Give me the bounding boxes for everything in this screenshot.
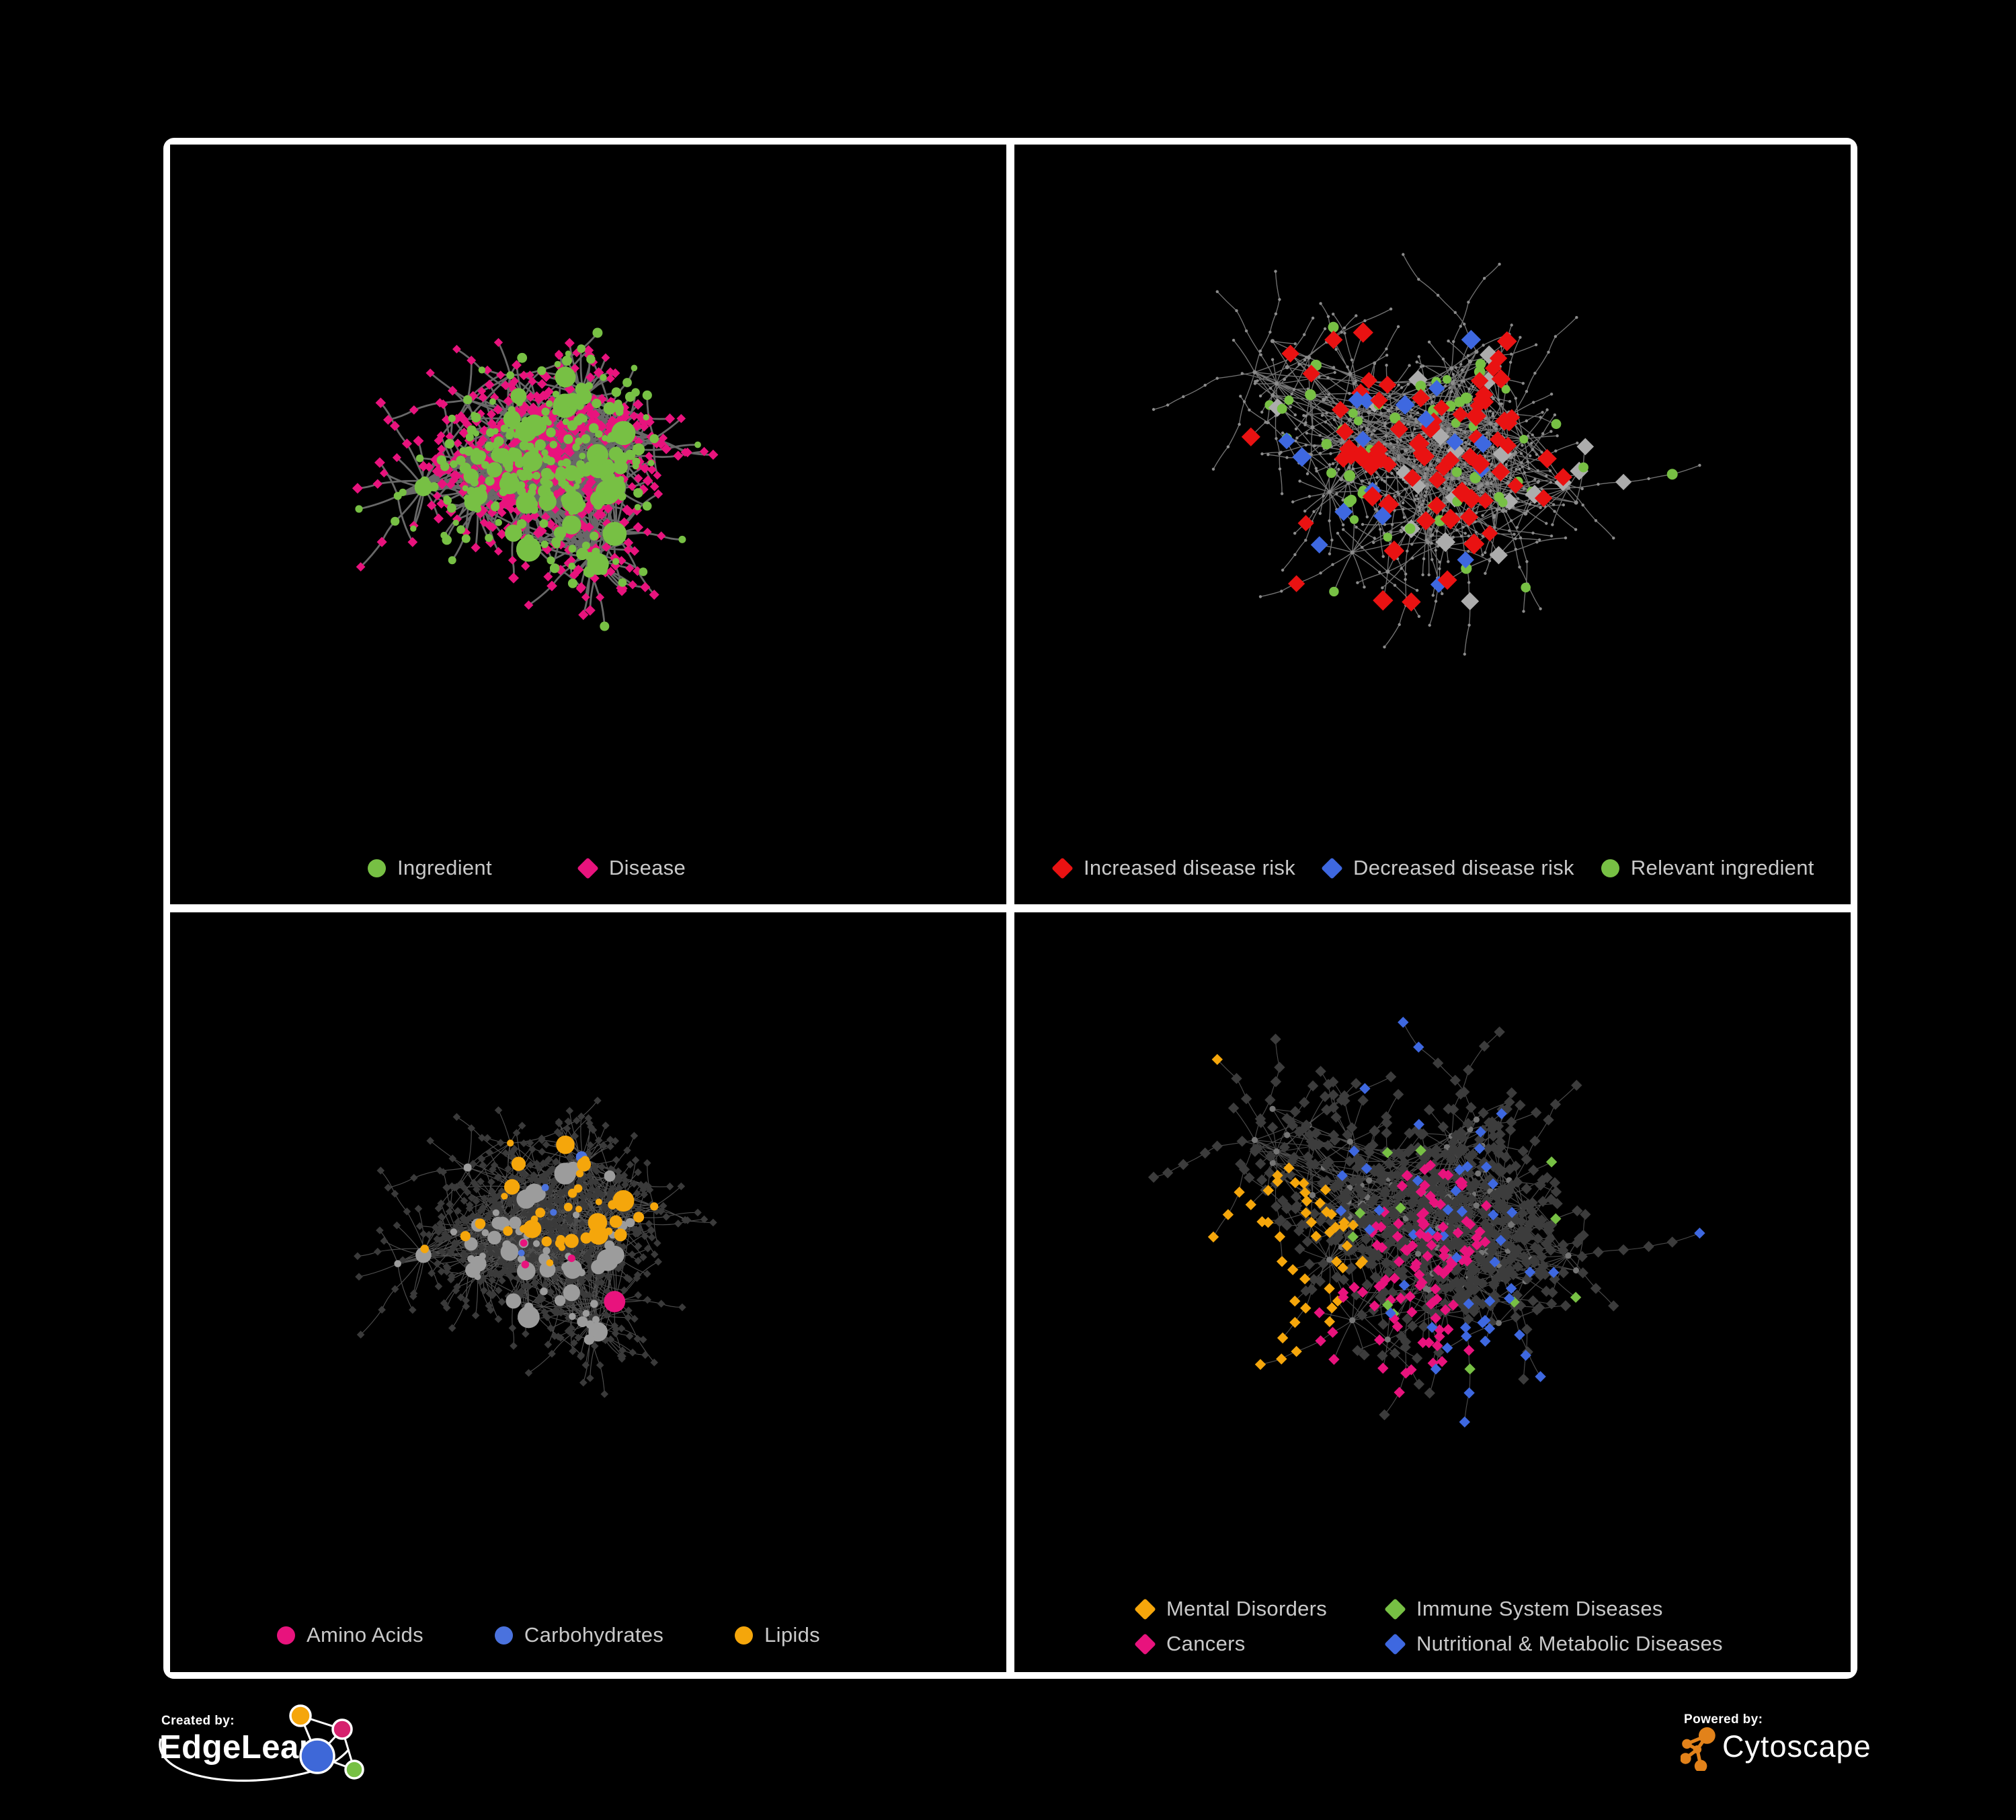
legend-label: Relevant ingredient: [1630, 856, 1814, 879]
panel-disease-risk: Increased disease risk Decreased disease…: [1014, 145, 1851, 904]
relevant-ingredient-circle-icon: [1601, 859, 1619, 877]
macronutrient-graph: [170, 912, 1006, 1672]
legend-label: Immune System Diseases: [1416, 1597, 1663, 1620]
legend-item-lipids: Lipids: [735, 1623, 820, 1647]
legend-item-increased-risk: Increased disease risk: [1051, 856, 1296, 880]
legend-label: Decreased disease risk: [1353, 856, 1574, 879]
edgeleap-network-logo-icon: [159, 1704, 364, 1782]
legend-item-decreased-risk: Decreased disease risk: [1321, 856, 1574, 880]
disease-risk-graph: [1014, 145, 1851, 904]
legend-macronutrients: Amino Acids Carbohydrates Lipids: [277, 1623, 820, 1647]
carbohydrates-circle-icon: [494, 1626, 513, 1645]
legend-label: Nutritional & Metabolic Diseases: [1416, 1632, 1723, 1655]
legend-item-cancers: Cancers: [1134, 1632, 1385, 1656]
panel-disease-categories: Mental Disorders Immune System Diseases …: [1014, 912, 1851, 1672]
cytoscape-network-logo-icon: [1681, 1727, 1716, 1771]
amino-acids-circle-icon: [277, 1626, 295, 1645]
legend-item-disease: Disease: [577, 856, 686, 880]
legend-label: Disease: [608, 856, 686, 879]
increased-risk-diamond-icon: [1051, 857, 1074, 879]
decreased-risk-diamond-icon: [1321, 857, 1343, 879]
legend-label: Carbohydrates: [524, 1623, 664, 1647]
powered-by-label: Powered by:: [1684, 1712, 1763, 1727]
mental-disorders-diamond-icon: [1134, 1597, 1156, 1620]
disease-diamond-icon: [577, 857, 599, 879]
legend-label: Amino Acids: [307, 1623, 424, 1647]
legend-item-ingredient: Ingredient: [368, 856, 492, 880]
immune-diseases-diamond-icon: [1384, 1597, 1406, 1620]
panel-ingredient-disease: Ingredient Disease: [170, 145, 1006, 904]
cytoscape-wordmark: Cytoscape: [1722, 1729, 1871, 1764]
legend-item-immune-diseases: Immune System Diseases: [1384, 1597, 1723, 1621]
legend-label: Increased disease risk: [1084, 856, 1296, 879]
legend-label: Cancers: [1166, 1632, 1246, 1655]
lipids-circle-icon: [735, 1626, 754, 1645]
legend-item-carbohydrates: Carbohydrates: [494, 1623, 664, 1647]
legend-ingredient-disease: Ingredient Disease: [368, 856, 686, 880]
cancers-diamond-icon: [1134, 1632, 1156, 1655]
legend-disease-risk: Increased disease risk Decreased disease…: [1051, 856, 1814, 880]
created-by-label: Created by:: [161, 1714, 235, 1728]
legend-item-amino-acids: Amino Acids: [277, 1623, 424, 1647]
disease-category-graph: [1014, 912, 1851, 1672]
legend-item-nutritional-diseases: Nutritional & Metabolic Diseases: [1384, 1632, 1723, 1656]
panel-macronutrients: Amino Acids Carbohydrates Lipids: [170, 912, 1006, 1672]
ingredient-disease-graph: [170, 145, 1006, 904]
ingredient-circle-icon: [368, 859, 386, 877]
network-panel-grid: Ingredient Disease Increased disease ris…: [163, 138, 1857, 1679]
legend-item-mental-disorders: Mental Disorders: [1134, 1597, 1385, 1621]
legend-label: Lipids: [764, 1623, 820, 1647]
legend-label: Ingredient: [397, 856, 492, 879]
legend-label: Mental Disorders: [1166, 1597, 1328, 1620]
nutritional-diseases-diamond-icon: [1384, 1632, 1406, 1655]
edgeleap-wordmark: EdgeLeap: [159, 1729, 320, 1766]
legend-disease-categories: Mental Disorders Immune System Diseases …: [1134, 1597, 1723, 1656]
legend-item-relevant-ingredient: Relevant ingredient: [1601, 856, 1814, 880]
